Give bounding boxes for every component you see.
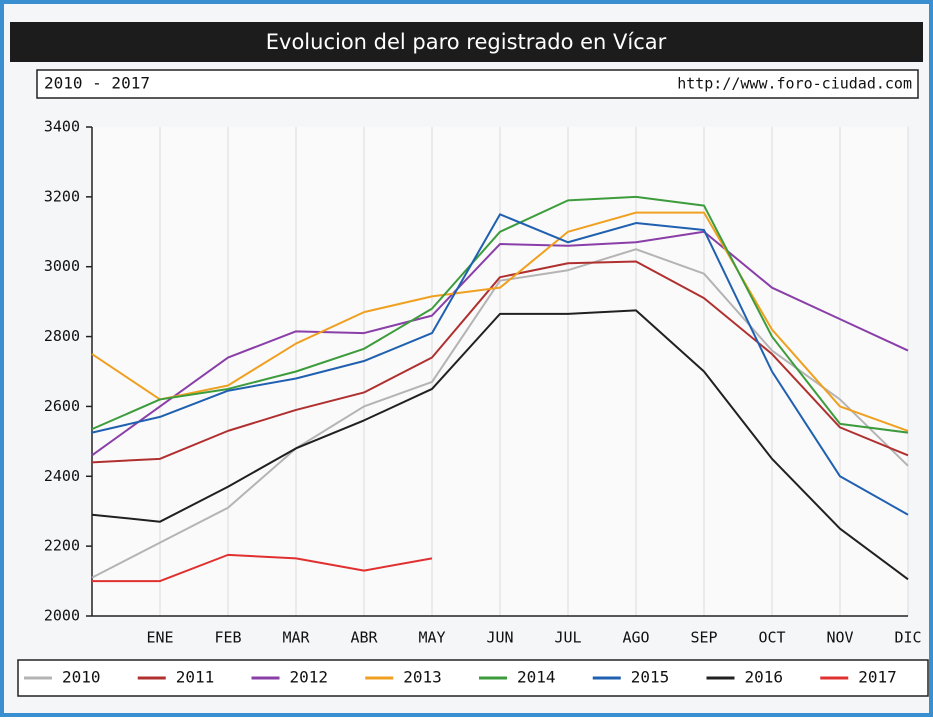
legend-label: 2017 — [858, 668, 897, 687]
subheader-box — [36, 69, 919, 99]
legend-label: 2013 — [403, 668, 442, 687]
x-tick-label: AGO — [622, 629, 649, 647]
header-band — [10, 22, 923, 62]
series-line — [91, 309, 909, 581]
y-tick-label: 2400 — [44, 467, 80, 485]
legend-label: 2014 — [517, 668, 556, 687]
x-tick-label: ENE — [146, 629, 173, 647]
source: http://www.foro-ciudad.com — [677, 75, 912, 93]
x-tick-label: MAR — [282, 629, 310, 647]
series-line — [91, 260, 909, 464]
series-line — [91, 195, 909, 434]
x-tick-label: MAY — [418, 629, 445, 647]
series-line — [91, 230, 909, 457]
x-tick-label: FEB — [214, 629, 241, 647]
legend-label: 2012 — [290, 668, 329, 687]
series-line — [91, 213, 909, 516]
series-line — [92, 553, 433, 583]
chart-title: Evolucion del paro registrado en Vícar — [266, 30, 667, 54]
x-tick-label: JUL — [554, 629, 581, 647]
series-line — [91, 211, 909, 432]
x-tick-label: SEP — [690, 629, 717, 647]
x-tick-label: JUN — [486, 629, 513, 647]
x-tick-label: OCT — [758, 629, 785, 647]
y-tick-label: 3400 — [44, 118, 80, 136]
y-tick-label: 3200 — [44, 187, 80, 205]
x-tick-label: DIC — [894, 629, 921, 647]
subtitle: 2010 - 2017 — [44, 74, 150, 93]
series-line — [91, 248, 909, 579]
y-tick-label: 2200 — [44, 537, 80, 555]
y-tick-label: 2000 — [44, 607, 80, 625]
y-tick-label: 2600 — [44, 397, 80, 415]
x-tick-label: NOV — [826, 629, 853, 647]
legend-label: 2015 — [631, 668, 670, 687]
y-tick-label: 3000 — [44, 257, 80, 275]
legend-label: 2010 — [62, 668, 101, 687]
x-tick-label: ABR — [350, 629, 378, 647]
y-tick-label: 2800 — [44, 327, 80, 345]
legend-label: 2016 — [745, 668, 784, 687]
legend-box — [17, 659, 929, 697]
legend-label: 2011 — [176, 668, 215, 687]
